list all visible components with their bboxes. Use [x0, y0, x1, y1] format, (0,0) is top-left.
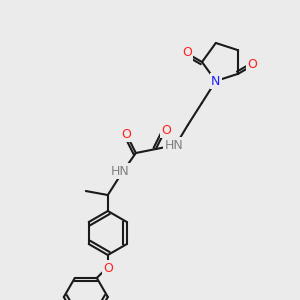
Text: O: O: [247, 58, 257, 71]
Text: N: N: [211, 74, 220, 88]
Text: O: O: [103, 262, 113, 275]
Text: O: O: [182, 46, 192, 59]
Text: O: O: [121, 128, 131, 140]
Text: HN: HN: [110, 164, 129, 178]
Text: HN: HN: [164, 139, 183, 152]
Text: O: O: [161, 124, 171, 136]
